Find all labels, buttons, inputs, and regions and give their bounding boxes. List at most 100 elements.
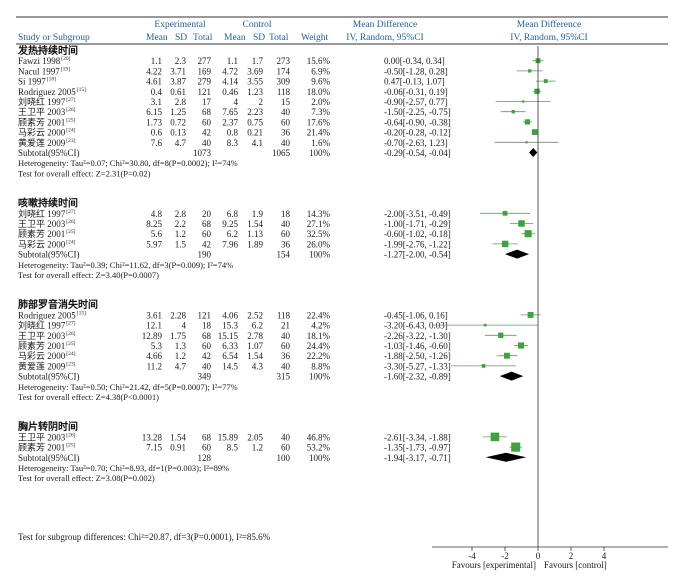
- exp-mean: 4.22: [146, 66, 162, 76]
- study-name: 顾素芳 2001: [18, 442, 65, 453]
- study-ref: [15]: [77, 310, 86, 316]
- exp-total: 68: [202, 432, 212, 442]
- exp-total: 17: [202, 97, 212, 107]
- subtotal-ctl-total: 315: [277, 372, 291, 382]
- exp-sd: 2.8: [175, 209, 187, 219]
- subtotal-weight: 100%: [309, 250, 331, 260]
- subtotal-ctl-total: 100: [277, 453, 291, 463]
- subtotal-ctl-total: 1065: [272, 148, 291, 158]
- study-ref: [27]: [66, 209, 75, 215]
- ctl-total: 118: [277, 310, 291, 320]
- subtotal-label: Subtotal(95%CI): [18, 372, 80, 382]
- effect-square: [490, 432, 500, 442]
- subgroup-title: 发热持续时间: [17, 44, 78, 57]
- exp-mean: 1.73: [146, 117, 162, 127]
- ctl-mean: 4.72: [222, 66, 238, 76]
- ctl-mean: 6.54: [222, 351, 238, 361]
- ctl-sd: 2.52: [247, 310, 263, 320]
- subtotal-label: Subtotal(95%CI): [18, 453, 80, 463]
- effect-square: [504, 352, 510, 359]
- study-weight: 22.2%: [307, 351, 331, 361]
- exp-sd: 1.25: [170, 107, 186, 117]
- ctl-sd: 1.07: [247, 341, 263, 351]
- study-ci: -2.61[-3.34, -1.88]: [384, 432, 451, 442]
- ctl-sd: 1.13: [247, 229, 263, 239]
- study-ci: -1.03[-1.46, -0.60]: [384, 341, 451, 351]
- effect-square: [517, 342, 525, 349]
- exp-total: 68: [202, 219, 212, 229]
- heterogeneity-text: Heterogeneity: Tau²=0.50; Chi²=21.42, df…: [18, 382, 238, 392]
- study-ref: [18]: [47, 77, 56, 83]
- exp-sd: 0.91: [170, 443, 186, 453]
- study-ref: [23]: [66, 361, 75, 367]
- effect-square: [534, 88, 540, 94]
- overall-effect-text: Test for overall effect: Z=4.38(P<0.0001…: [18, 392, 159, 402]
- exp-sd: 1.3: [175, 341, 187, 351]
- subtotal-exp-total: 349: [198, 372, 212, 382]
- study-name: 王卫平 2003: [18, 107, 66, 117]
- study-ref: [24]: [66, 128, 75, 134]
- ctl-sd: 1.54: [247, 351, 263, 361]
- ctl-sd: 3.55: [247, 77, 263, 87]
- study-name: 顾素芳 2001: [18, 116, 65, 127]
- exp-sd: 3.87: [170, 77, 186, 87]
- study-ci: -3.30[-5.27, -1.33]: [384, 361, 451, 371]
- exp-total: 42: [202, 239, 211, 249]
- study-weight: 46.8%: [307, 432, 331, 442]
- exp-sd: 4: [182, 321, 187, 331]
- exp-sd: 4.7: [175, 138, 187, 148]
- study-name: 刘晓红 1997: [18, 208, 66, 219]
- forest-marks: [432, 46, 559, 547]
- axis-tick-label: -4: [468, 551, 476, 561]
- exp-mean: 5.3: [151, 341, 163, 351]
- heterogeneity-text: Heterogeneity: Tau²=0.07; Chi²=30.80, df…: [18, 158, 238, 168]
- study-ref: [26]: [66, 107, 75, 113]
- study-weight: 9.6%: [311, 77, 330, 87]
- heterogeneity-text: Heterogeneity: Tau²=0.39; Chi²=11.62, df…: [18, 260, 233, 270]
- subtotal-ci: -1.60[-2.32, -0.89]: [384, 372, 451, 382]
- ctl-total: 60: [281, 229, 291, 239]
- study-weight: 14.3%: [307, 209, 331, 219]
- exp-total: 18: [202, 321, 212, 331]
- subtotal-weight: 100%: [309, 453, 331, 463]
- ctl-mean: 6.2: [227, 229, 238, 239]
- study-ref: [25]: [66, 117, 75, 123]
- ctl-mean: 4.06: [222, 310, 238, 320]
- ctl-mean: 6.8: [227, 209, 239, 219]
- ctl-total: 40: [281, 432, 291, 442]
- study-name: 马彩云 2000: [18, 239, 66, 249]
- effect-square: [502, 210, 508, 216]
- study-weight: 32.5%: [307, 229, 331, 239]
- exp-total: 40: [202, 361, 212, 371]
- effect-square: [483, 323, 487, 327]
- exp-mean: 7.15: [146, 443, 162, 453]
- exp-sd: 1.54: [170, 432, 186, 442]
- exp-mean: 0.6: [151, 128, 163, 138]
- study-name: 刘晓红 1997: [18, 320, 66, 331]
- exp-total: 20: [202, 209, 212, 219]
- study-name: 王卫平 2003: [18, 331, 66, 341]
- study-ref: [20]: [61, 56, 70, 62]
- study-weight: 21.4%: [307, 128, 331, 138]
- exp-mean: 4.8: [151, 209, 163, 219]
- exp-total: 42: [202, 128, 211, 138]
- subtotal-exp-total: 1073: [193, 148, 212, 158]
- study-ref: [26]: [66, 432, 75, 438]
- study-ci: -0.90[-2.57, 0.77]: [384, 97, 448, 107]
- study-name: Nacul 1997: [18, 66, 60, 76]
- study-ci: -0.45[-1.06, 0.16]: [384, 310, 448, 320]
- header-md-plot: Mean Difference: [517, 19, 581, 30]
- ctl-total: 18: [281, 209, 291, 219]
- ctl-mean: 15.15: [218, 331, 239, 341]
- ctl-total: 60: [281, 341, 291, 351]
- subtotal-ci: -1.27[-2.00, -0.54]: [384, 250, 451, 260]
- ctl-total: 36: [281, 128, 291, 138]
- axis-tick-label: -2: [501, 551, 509, 561]
- header-md-text: Mean Difference: [353, 19, 417, 30]
- ctl-sd: 3.69: [247, 66, 263, 76]
- exp-mean: 7.6: [151, 138, 163, 148]
- exp-mean: 8.25: [146, 219, 162, 229]
- study-ci: 0.47[-0.13, 1.07]: [384, 77, 445, 87]
- exp-sd: 0.13: [170, 128, 186, 138]
